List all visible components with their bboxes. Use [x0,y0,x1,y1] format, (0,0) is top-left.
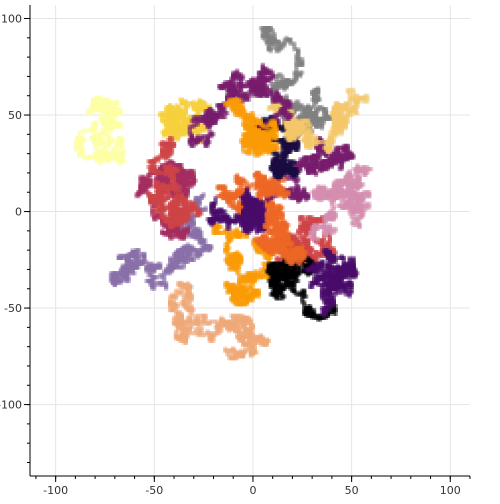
walk-point [310,167,314,171]
walk-point [269,202,273,206]
